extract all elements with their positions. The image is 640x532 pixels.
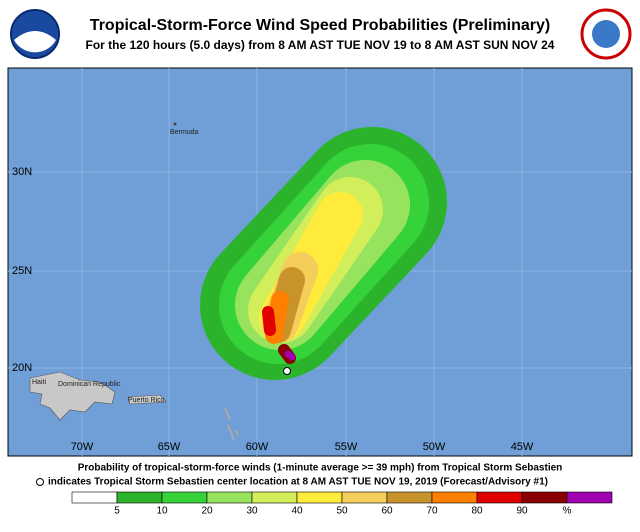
title: Tropical-Storm-Force Wind Speed Probabil… xyxy=(90,17,550,34)
legend-label: 30 xyxy=(246,506,258,517)
map: 30N 25N 20N 70W 65W 60W 55W 50W 45W Berm… xyxy=(7,67,633,457)
place-label: Puerto Rico xyxy=(128,397,165,404)
lon-label: 65W xyxy=(158,441,181,453)
place-label: Bermuda xyxy=(170,129,199,136)
lon-label: 70W xyxy=(71,441,94,453)
legend-swatch xyxy=(431,491,478,504)
legend-swatch xyxy=(386,491,433,504)
noaa-logo-wave xyxy=(14,31,56,53)
legend-swatch xyxy=(251,491,298,504)
nws-logo-center xyxy=(592,20,620,48)
place-label: Dominican Republic xyxy=(58,381,121,388)
legend-swatch xyxy=(161,491,208,504)
legend-swatch xyxy=(116,491,163,504)
legend-label: 90 xyxy=(516,506,528,517)
legend-swatch xyxy=(566,491,613,504)
legend-swatch xyxy=(206,491,253,504)
place-label: Haiti xyxy=(32,379,46,386)
legend-label: 5 xyxy=(114,506,120,517)
center-symbol xyxy=(36,478,44,486)
lon-label: 60W xyxy=(246,441,269,453)
lon-label: 55W xyxy=(335,441,358,453)
bermuda-island xyxy=(173,122,177,126)
probability-swath xyxy=(200,127,447,380)
legend-swatch xyxy=(296,491,343,504)
legend-label: 70 xyxy=(426,506,438,517)
puerto-rico xyxy=(127,394,167,405)
footer-line: indicates Tropical Storm Sebastien cente… xyxy=(48,477,548,488)
legend-swatch xyxy=(71,491,118,504)
legend-swatch xyxy=(476,491,523,504)
legend-label: 60 xyxy=(381,506,393,517)
lat-label: 30N xyxy=(12,166,32,178)
footer-line: Probability of tropical-storm-force wind… xyxy=(78,463,563,474)
hispaniola xyxy=(29,371,116,421)
lon-label: 50W xyxy=(423,441,446,453)
lat-label: 25N xyxy=(12,265,32,277)
legend-swatch xyxy=(521,491,568,504)
lesser-antilles xyxy=(224,407,239,441)
legend-label: % xyxy=(563,506,572,517)
legend-label: 10 xyxy=(156,506,168,517)
subtitle: For the 120 hours (5.0 days) from 8 AM A… xyxy=(86,38,555,52)
storm-center xyxy=(283,367,291,375)
legend-label: 40 xyxy=(291,506,303,517)
legend-swatch xyxy=(341,491,388,504)
lon-label: 45W xyxy=(511,441,534,453)
legend-label: 20 xyxy=(201,506,213,517)
contour-max xyxy=(284,350,296,361)
legend-label: 80 xyxy=(471,506,483,517)
legend: 5 10 20 30 40 50 60 70 80 90% xyxy=(71,491,613,517)
legend-label: 50 xyxy=(336,506,348,517)
lat-label: 20N xyxy=(12,362,32,374)
contour-80 xyxy=(262,306,276,336)
